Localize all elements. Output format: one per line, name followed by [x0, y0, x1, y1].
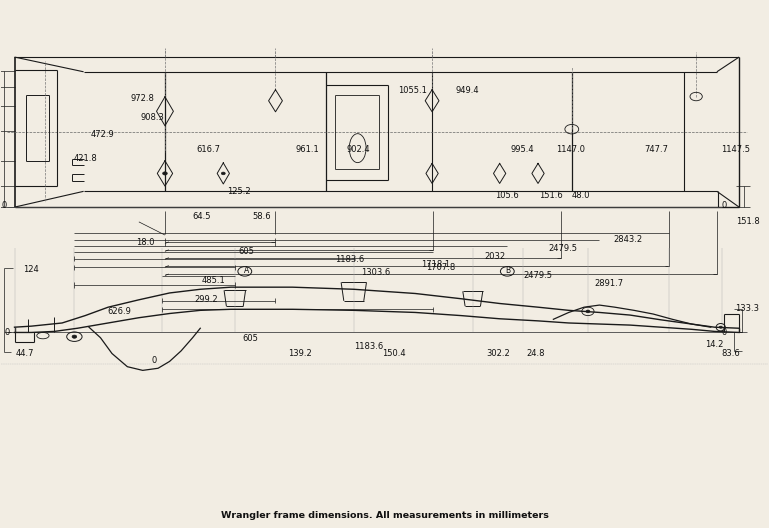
Text: 1718.1: 1718.1	[421, 260, 450, 269]
Text: 605: 605	[238, 247, 255, 256]
Text: 972.8: 972.8	[131, 93, 155, 102]
Text: 747.7: 747.7	[644, 145, 668, 154]
Text: 302.2: 302.2	[486, 349, 510, 358]
Text: 1183.6: 1183.6	[354, 342, 383, 351]
Text: Wrangler frame dimensions. All measurements in millimeters: Wrangler frame dimensions. All measureme…	[221, 511, 548, 520]
Text: 1147.0: 1147.0	[557, 145, 585, 154]
Text: 0: 0	[4, 328, 9, 337]
Text: 151.8: 151.8	[737, 218, 761, 227]
Text: 0: 0	[721, 328, 727, 337]
Ellipse shape	[163, 172, 168, 175]
Text: 0: 0	[2, 201, 7, 210]
Text: 1055.1: 1055.1	[398, 86, 427, 95]
Text: 2032: 2032	[484, 252, 505, 261]
Text: A: A	[244, 266, 249, 275]
Text: 18.0: 18.0	[136, 239, 155, 248]
Text: 485.1: 485.1	[201, 276, 225, 285]
Text: 83.6: 83.6	[721, 349, 740, 358]
Text: 626.9: 626.9	[108, 307, 131, 316]
Text: 151.6: 151.6	[539, 191, 563, 200]
Text: 1303.6: 1303.6	[361, 268, 390, 277]
Text: 105.6: 105.6	[495, 191, 519, 200]
Text: 139.2: 139.2	[288, 349, 312, 358]
Text: 605: 605	[242, 334, 258, 343]
Text: 1147.5: 1147.5	[721, 145, 751, 154]
Text: 616.7: 616.7	[196, 145, 220, 154]
Text: 124: 124	[24, 265, 39, 274]
Text: 14.2: 14.2	[705, 340, 724, 349]
Text: 472.9: 472.9	[91, 130, 115, 139]
Text: 58.6: 58.6	[252, 212, 271, 221]
Text: 2891.7: 2891.7	[595, 279, 624, 288]
Text: 2479.5: 2479.5	[524, 271, 552, 280]
Text: 1707.8: 1707.8	[426, 262, 455, 272]
Text: 150.4: 150.4	[382, 349, 405, 358]
Text: 125.2: 125.2	[227, 187, 251, 196]
Text: 48.0: 48.0	[572, 191, 591, 200]
Text: 0: 0	[151, 356, 157, 365]
Text: 44.7: 44.7	[16, 349, 35, 358]
Text: 1183.6: 1183.6	[335, 255, 365, 264]
Text: 908.3: 908.3	[141, 113, 165, 122]
Text: 421.8: 421.8	[73, 154, 97, 163]
Text: 2479.5: 2479.5	[548, 244, 577, 253]
Text: 2843.2: 2843.2	[613, 235, 642, 244]
Text: 133.3: 133.3	[735, 304, 759, 313]
Text: 995.4: 995.4	[511, 145, 534, 154]
Ellipse shape	[719, 326, 722, 328]
Text: 299.2: 299.2	[195, 295, 218, 304]
Text: 64.5: 64.5	[192, 212, 211, 221]
Text: B: B	[504, 266, 510, 275]
Text: 949.4: 949.4	[455, 86, 479, 95]
Ellipse shape	[72, 335, 77, 338]
Text: 961.1: 961.1	[296, 145, 320, 154]
Text: 24.8: 24.8	[527, 349, 545, 358]
Text: 902.4: 902.4	[347, 145, 370, 154]
Text: 0: 0	[721, 201, 727, 210]
Ellipse shape	[221, 172, 225, 175]
Ellipse shape	[586, 310, 590, 313]
